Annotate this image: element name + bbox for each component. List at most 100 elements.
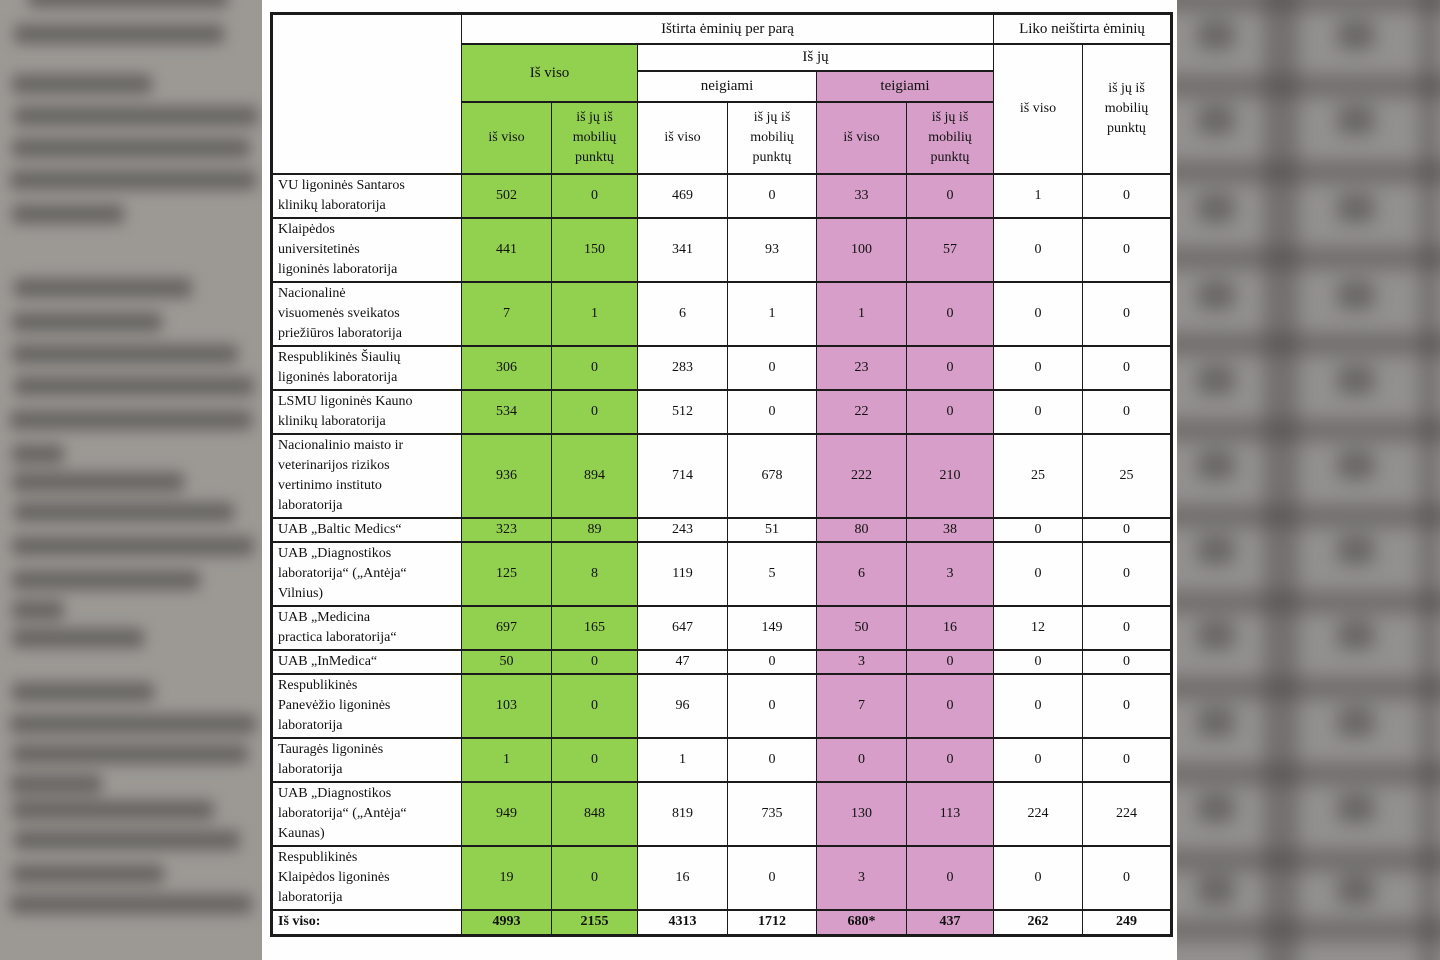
table-cell: 0 [993,388,1083,435]
table-cell: 323 [461,516,552,543]
table-cell: 0 [727,172,817,219]
header-positive-subtotal: iš viso [816,100,907,175]
background-right-blur [1177,0,1440,960]
table-cell: 47 [637,648,728,675]
row-label: Klaipėdos universitetinės ligoninės labo… [271,216,462,283]
table-cell: 100 [816,216,907,283]
background-blur-shape [1197,20,1235,50]
background-blur-line [10,894,252,914]
background-blur-shape [1337,450,1375,480]
table-cell: 697 [461,604,552,651]
table-cell: 0 [1082,844,1172,911]
table-cell: 3 [816,844,907,911]
table-cell: 149 [727,604,817,651]
table-cell: 0 [906,172,994,219]
table-cell: 647 [637,604,728,651]
background-blur-line [14,24,224,44]
table-cell: 125 [461,540,552,607]
table-cell: 949 [461,780,552,847]
table-cell: 1 [461,736,552,783]
header-row-4: iš viso iš jų iš mobilių punktų iš viso … [272,100,1172,175]
table-cell: 0 [1082,648,1172,675]
table-cell: 894 [551,432,638,519]
lab-table-body: Ištirta ėminių per parą Liko neištirta ė… [271,12,1172,936]
table-cell: 0 [727,388,817,435]
table-cell: 113 [906,780,994,847]
header-of-them: Iš jų [637,42,994,72]
background-blur-line [12,536,254,556]
row-label: UAB „Diagnostikos laboratorija“ („Antėja… [271,780,462,847]
table-cell: 502 [461,172,552,219]
header-row-2: Iš viso Iš jų iš viso iš jų iš mobilių p… [272,42,1172,175]
background-blur-shape [1337,193,1375,223]
table-cell: 57 [906,216,994,283]
table-cell: 262 [993,908,1083,936]
background-blur-line [12,312,162,332]
table-cell: 224 [993,780,1083,847]
background-blur-line [14,502,234,522]
table-cell: 130 [816,780,907,847]
table-cell: 0 [727,344,817,391]
header-negative-subtotal: iš viso [637,100,728,175]
document-page: Ištirta ėminių per parą Liko neištirta ė… [262,0,1177,960]
background-blur-shape [1177,160,1440,184]
row-label: Nacionalinė visuomenės sveikatos priežiū… [271,280,462,347]
table-cell: 89 [551,516,638,543]
table-cell: 23 [816,344,907,391]
table-cell: 2155 [551,908,638,936]
table-cell: 0 [551,672,638,739]
table-cell: 0 [993,540,1083,607]
table-cell: 0 [1082,516,1172,543]
background-blur-line [12,864,164,884]
table-cell: 0 [993,648,1083,675]
background-blur-shape [1337,20,1375,50]
header-total-mobile: iš jų iš mobilių punktų [551,100,638,175]
header-total-subtotal: iš viso [461,100,552,175]
table-cell: 6 [816,540,907,607]
background-blur-line [14,278,192,298]
table-cell: 0 [551,648,638,675]
table-cell: 0 [727,736,817,783]
background-left-lines [0,0,262,960]
table-cell: 93 [727,216,817,283]
table-cell: 0 [816,736,907,783]
background-blur-line [12,444,64,464]
background-blur-shape [1177,848,1440,872]
header-positive: teigiami [816,69,994,103]
background-blur-line [12,600,64,620]
table-cell: 0 [906,736,994,783]
row-label: LSMU ligoninės Kauno klinikų laboratorij… [271,388,462,435]
table-cell: 4313 [637,908,728,936]
row-label: Respublikinės Klaipėdos ligoninės labora… [271,844,462,911]
table-row: UAB „InMedica“ 50 0 47 0 3 0 0 0 [271,648,1172,675]
table-row: Klaipėdos universitetinės ligoninės labo… [271,216,1172,283]
table-cell: 1 [727,280,817,347]
background-blur-shape [1337,875,1375,905]
background-blur-line [14,376,254,396]
table-cell: 0 [993,516,1083,543]
table-cell: 0 [906,344,994,391]
table-cell: 103 [461,672,552,739]
table-cell: 7 [461,280,552,347]
row-label: Iš viso: [271,908,462,936]
table-cell: 0 [993,216,1083,283]
table-cell: 0 [993,280,1083,347]
row-label: Respublikinės Šiaulių ligoninės laborato… [271,344,462,391]
table-cell: 1 [551,280,638,347]
background-blur-shape [1337,707,1375,737]
background-right-grid [1177,0,1440,960]
background-blur-line [10,774,102,794]
table-cell: 0 [906,280,994,347]
background-blur-shape [1337,535,1375,565]
background-blur-shape [1419,0,1439,960]
header-remaining-mobile: iš jų iš mobilių punktų [1082,42,1172,175]
table-cell: 0 [993,344,1083,391]
table-cell: 680* [816,908,907,936]
background-blur-shape [1177,332,1440,356]
header-negative: neigiami [637,69,817,103]
table-cell: 0 [1082,216,1172,283]
table-cell: 4993 [461,908,552,936]
header-remaining-total: iš viso [993,42,1083,175]
background-blur-line [12,744,248,764]
table-cell: 25 [993,432,1083,519]
